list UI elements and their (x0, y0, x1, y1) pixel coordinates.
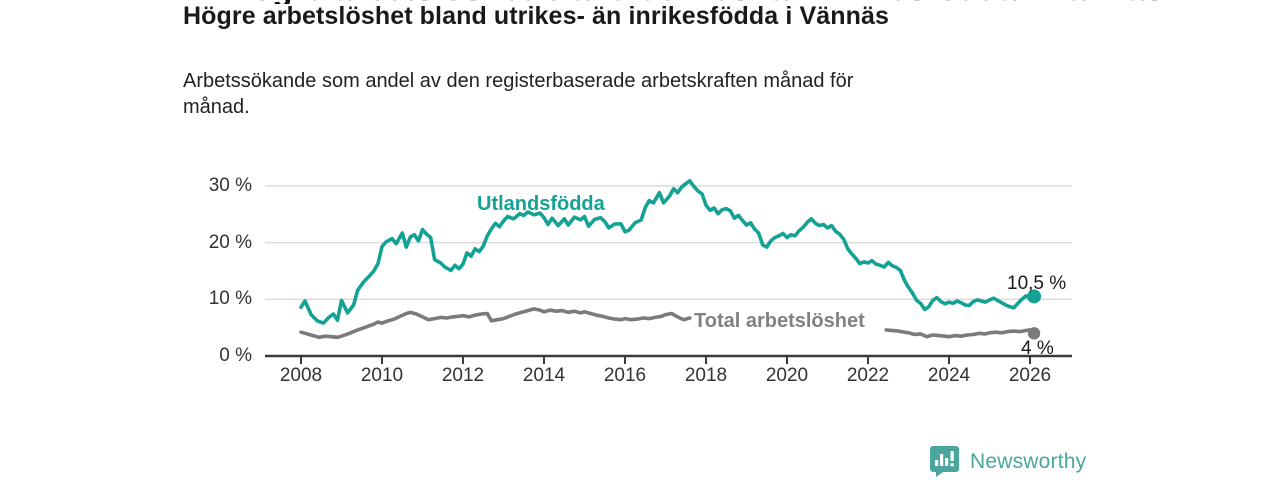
chart-subtitle-line1: Arbetssökande som andel av den registerb… (183, 70, 854, 92)
series-line-total-arbetsloshet (884, 328, 1036, 339)
series-end-dot-total (1027, 327, 1041, 340)
x-axis-tick-label: 2012 (441, 365, 485, 386)
x-axis-tick-label: 2022 (846, 365, 890, 386)
x-axis-tick-label: 2020 (765, 365, 809, 386)
x-axis-tick-label: 2008 (279, 365, 323, 386)
newsworthy-logo-text: Newsworthy (970, 449, 1087, 473)
chart-subtitle-line2: månad. (183, 96, 250, 118)
x-axis-tick-label: 2010 (360, 365, 404, 386)
cropped-headline-sliver: Högre arbetslöshet bland utrikes- än inr… (228, 0, 1238, 4)
y-axis-tick-label: 20 % (208, 231, 252, 253)
x-axis-tick-label: 2026 (1008, 365, 1052, 386)
x-axis-tick-label: 2024 (927, 365, 971, 386)
chart-subtitle: Arbetssökande som andel av den registerb… (183, 68, 1083, 120)
end-value-annotation-total: 4 % (1021, 338, 1054, 359)
x-axis-tick-label: 2014 (522, 365, 566, 386)
cropped-headline-sliver-text: Högre arbetslöshet bland utrikes- än inr… (228, 0, 1238, 4)
series-label-total-arbetsloshet: Total arbetslöshet (694, 310, 865, 332)
x-axis-tick-label: 2018 (684, 365, 728, 386)
end-value-annotation-utlandsfodda: 10,5 % (1007, 273, 1067, 294)
series-line-total-arbetsloshet (299, 307, 692, 340)
y-axis-tick-label: 30 % (208, 174, 252, 196)
series-label-utlandsfodda: Utlandsfödda (477, 193, 605, 215)
y-axis-tick-label: 0 % (219, 345, 252, 366)
newsworthy-logo: Newsworthy (930, 446, 1086, 477)
y-axis-tick-label: 10 % (208, 288, 252, 310)
chart-title: Högre arbetslöshet bland utrikes- än inr… (183, 2, 889, 30)
series-line-utlandsfodda (299, 179, 1036, 325)
bar-chart-speech-bubble-icon (930, 446, 959, 477)
x-axis-tick-label: 2016 (603, 365, 647, 386)
series-end-dot-utlandsfodda (1027, 289, 1042, 304)
